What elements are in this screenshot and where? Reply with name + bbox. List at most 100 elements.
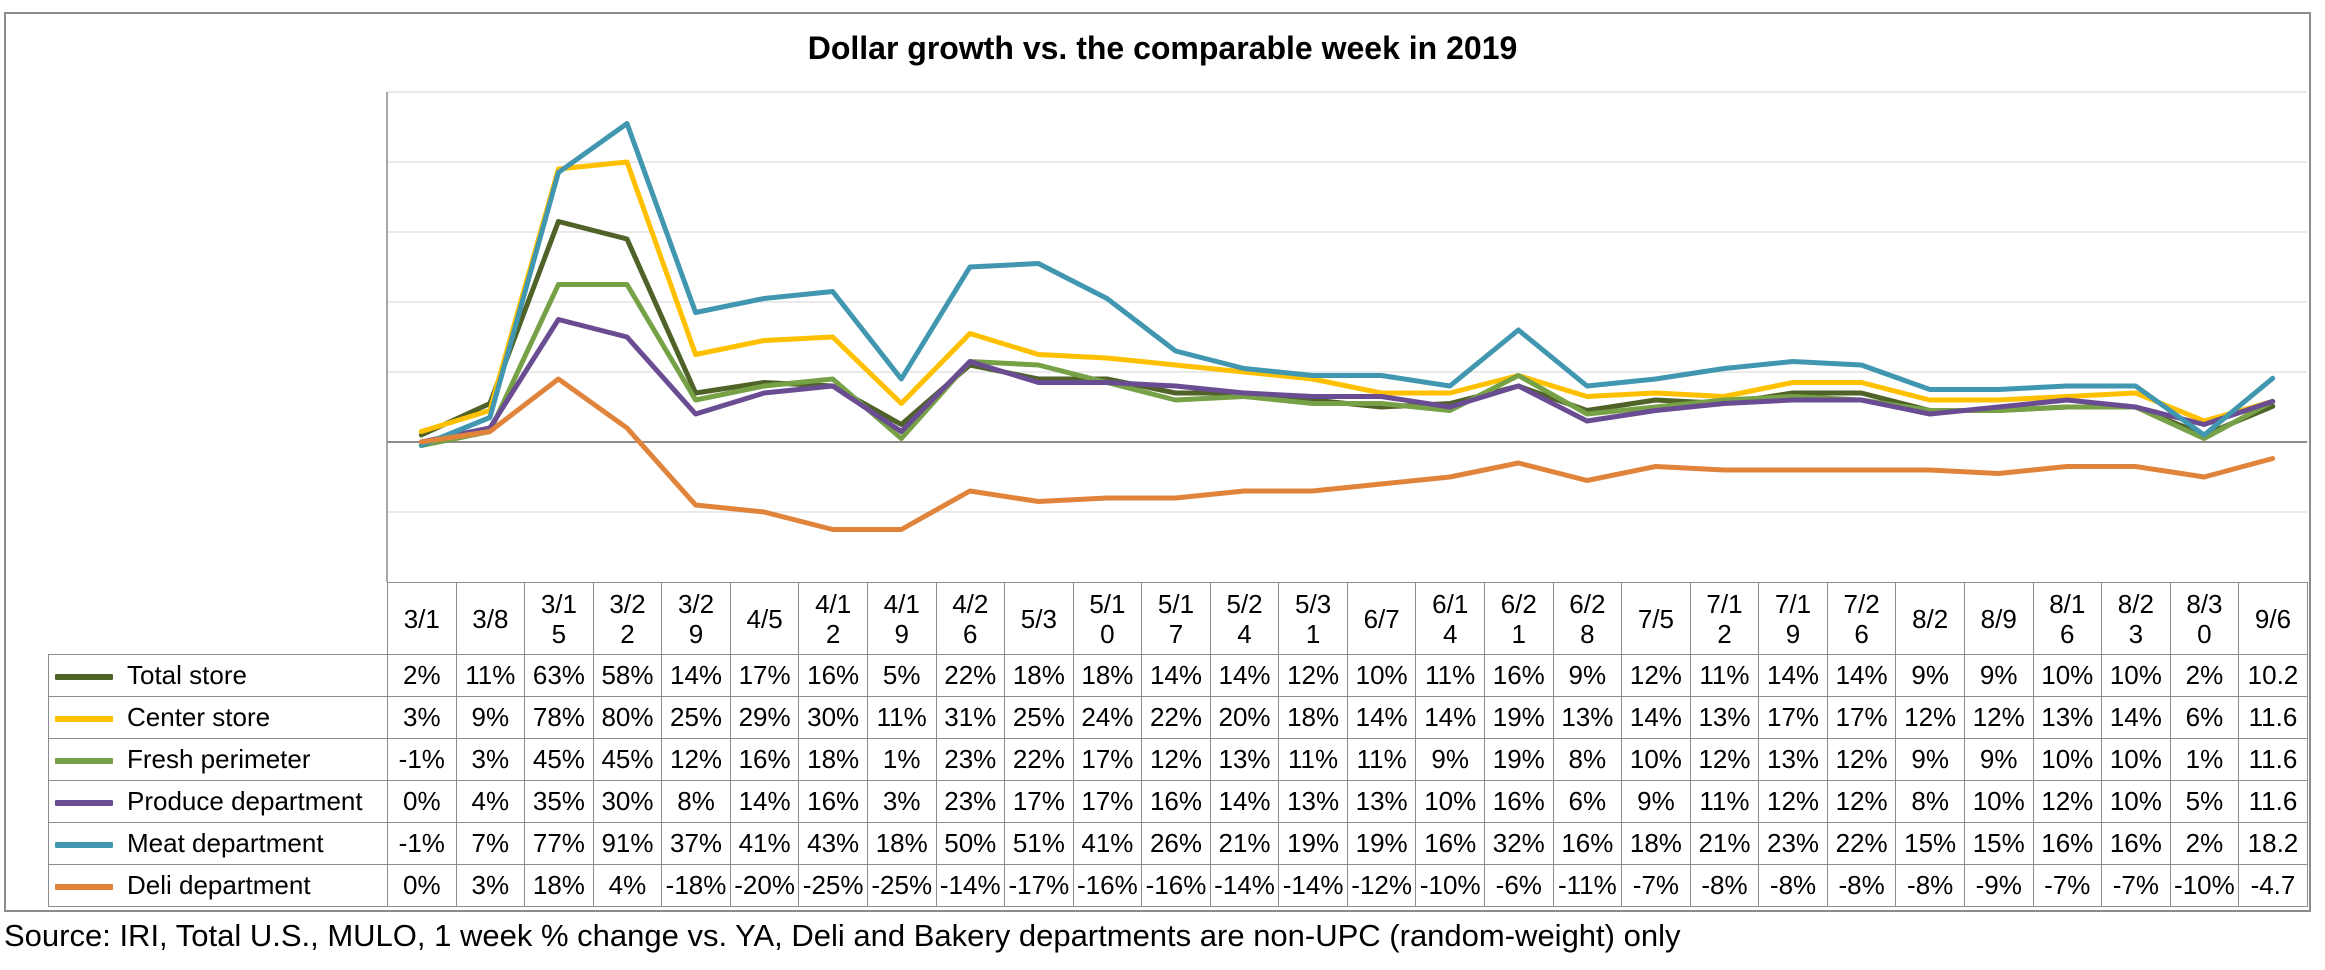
data-cell: 13% (1552, 696, 1623, 739)
data-cell: 17% (1004, 780, 1074, 823)
category-label: 8/2 (1895, 582, 1965, 655)
data-cell: 20% (1209, 696, 1280, 739)
data-cell: 10% (2032, 654, 2103, 697)
data-cell: 9% (455, 696, 526, 739)
data-cell: 14% (1826, 654, 1897, 697)
data-cell: 22% (1826, 822, 1897, 865)
data-cell: 6% (1552, 780, 1623, 823)
data-cell: -25% (798, 864, 868, 907)
data-cell: 14% (1209, 654, 1280, 697)
category-label: 9/6 (2238, 582, 2308, 655)
data-cell: 11% (1346, 738, 1417, 781)
data-cell: 12% (1895, 696, 1965, 739)
series-legend-cell: Fresh perimeter (48, 738, 388, 781)
series-name: Deli department (127, 870, 311, 900)
data-cell: 13% (2032, 696, 2103, 739)
data-cell: -8% (1758, 864, 1828, 907)
data-cell: 77% (524, 822, 594, 865)
table-row: Produce department 0% 4% 35% 30% 8% 14% 16% 3% 23… (48, 780, 2308, 823)
data-cell: 91% (592, 822, 663, 865)
category-label: 8/9 (1963, 582, 2034, 655)
data-cell: 13% (1278, 780, 1348, 823)
data-cell: -17% (1004, 864, 1074, 907)
data-cell: 12% (1278, 654, 1348, 697)
category-label: 7/1 9 (1758, 582, 1828, 655)
data-cell: -20% (729, 864, 800, 907)
data-cell: -1% (387, 822, 457, 865)
category-label: 5/1 7 (1141, 582, 1211, 655)
series-name: Total store (127, 660, 247, 690)
data-cell: 14% (729, 780, 800, 823)
data-cell: 3% (455, 864, 526, 907)
series-line-meat-department (418, 121, 2276, 448)
legend-key (55, 758, 113, 765)
data-cell: -16% (1141, 864, 1211, 907)
data-cell: 4% (592, 864, 663, 907)
data-cell: 63% (524, 654, 594, 697)
data-cell: 11% (1278, 738, 1348, 781)
data-cell: 32% (1484, 822, 1554, 865)
data-cell: 1% (2169, 738, 2240, 781)
data-cell: 11% (1689, 780, 1760, 823)
category-label: 6/2 8 (1552, 582, 1623, 655)
chart-frame (4, 12, 2311, 912)
data-cell: -7% (2101, 864, 2171, 907)
data-cell: 12% (1689, 738, 1760, 781)
data-cell: 0% (387, 864, 457, 907)
category-label: 7/2 6 (1826, 582, 1897, 655)
data-cell: 13% (1346, 780, 1417, 823)
category-label: 6/7 (1346, 582, 1417, 655)
data-cell: 9% (1963, 738, 2034, 781)
data-cell: 19% (1278, 822, 1348, 865)
series-line-produce-department (418, 317, 2276, 445)
data-cell: 14% (2101, 696, 2171, 739)
table-row: Meat department -1% 7% 77% 91% 37% 41% 43% 18% 50… (48, 822, 2308, 865)
category-label: 4/2 6 (935, 582, 1006, 655)
data-cell: 10% (2032, 738, 2103, 781)
data-cell: 19% (1346, 822, 1417, 865)
data-cell: 11.6 (2238, 780, 2308, 823)
data-cell: 19% (1484, 696, 1554, 739)
data-cell: 23% (1758, 822, 1828, 865)
data-cell: 3% (455, 738, 526, 781)
data-cell: 31% (935, 696, 1006, 739)
data-cell: 21% (1689, 822, 1760, 865)
series-line-deli-department (418, 376, 2276, 532)
data-cell: 51% (1004, 822, 1074, 865)
data-cell: 14% (1415, 696, 1485, 739)
category-label: 7/1 2 (1689, 582, 1760, 655)
data-cell: -10% (2169, 864, 2240, 907)
data-cell: 22% (935, 654, 1006, 697)
category-label: 5/3 (1004, 582, 1074, 655)
data-cell: 14% (661, 654, 731, 697)
data-cell: 10% (2101, 738, 2171, 781)
data-cell: 9% (1621, 780, 1691, 823)
legend-key (55, 884, 113, 891)
data-cell: 8% (1895, 780, 1965, 823)
data-cell: 12% (1826, 780, 1897, 823)
data-cell: 3% (387, 696, 457, 739)
data-cell: 11.6 (2238, 696, 2308, 739)
data-cell: 5% (866, 654, 937, 697)
category-label: 6/1 4 (1415, 582, 1485, 655)
category-label: 3/1 (387, 582, 457, 655)
category-label: 5/1 0 (1072, 582, 1143, 655)
data-cell: 78% (524, 696, 594, 739)
data-cell: 10% (1621, 738, 1691, 781)
data-cell: 9% (1963, 654, 2034, 697)
series-legend-cell: Total store (48, 654, 388, 697)
data-cell: 18% (798, 738, 868, 781)
data-cell: 11% (1689, 654, 1760, 697)
data-cell: 18% (1278, 696, 1348, 739)
data-cell: 16% (798, 654, 868, 697)
data-cell: 10% (2101, 780, 2171, 823)
data-cell: -11% (1552, 864, 1623, 907)
category-label: 7/5 (1621, 582, 1691, 655)
data-cell: 11% (455, 654, 526, 697)
data-cell: 8% (661, 780, 731, 823)
data-cell: 11.6 (2238, 738, 2308, 781)
table-row: Deli department 0% 3% 18% 4% -18% -20% -25% -25%… (48, 864, 2308, 907)
data-cell: 16% (1415, 822, 1485, 865)
data-cell: 9% (1895, 654, 1965, 697)
